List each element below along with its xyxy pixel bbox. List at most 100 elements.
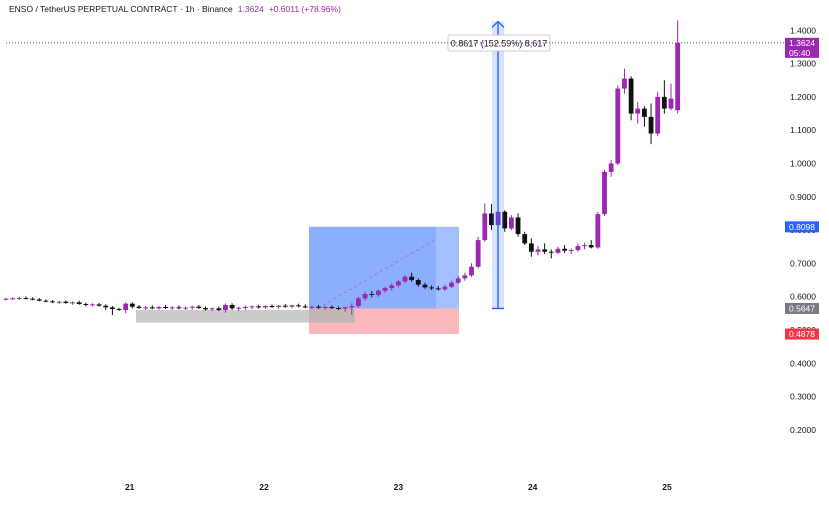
candle-body bbox=[36, 299, 42, 301]
measure-tool[interactable]: 0.8617 (152.59%) 8,617 bbox=[447, 20, 551, 310]
candle-body bbox=[575, 246, 581, 251]
candle-body bbox=[502, 211, 508, 229]
candle-body bbox=[555, 248, 561, 253]
candle-body bbox=[568, 250, 574, 252]
candle-body bbox=[648, 116, 654, 134]
symbol-title[interactable]: ENSO / TetherUS PERPETUAL CONTRACT · 1h … bbox=[9, 4, 341, 14]
candle-body bbox=[349, 306, 355, 308]
time-axis[interactable]: 21 22 23 24 25 bbox=[125, 482, 672, 492]
candle-body bbox=[622, 78, 627, 89]
candle-body bbox=[76, 302, 82, 305]
candle-body bbox=[661, 96, 667, 109]
time-tick-label: 22 bbox=[259, 482, 269, 492]
long-position-tool[interactable] bbox=[136, 226, 459, 335]
candle-body bbox=[528, 243, 534, 252]
target-tag-box bbox=[785, 221, 819, 233]
time-tick-label: 23 bbox=[394, 482, 404, 492]
chart-legend[interactable]: ENSO / TetherUS PERPETUAL CONTRACT · 1h … bbox=[9, 4, 341, 14]
price-tick-label: 0.6000 bbox=[790, 292, 816, 302]
candle-body bbox=[282, 305, 288, 307]
stop-tag-box bbox=[785, 328, 819, 340]
candle-body bbox=[455, 278, 461, 283]
candle-body bbox=[602, 171, 607, 215]
price-tick-label: 1.1000 bbox=[790, 125, 816, 135]
price-tag: 1.3624 05:40 bbox=[785, 37, 819, 58]
stop-price-value: 0.4878 bbox=[789, 329, 815, 339]
candle-body bbox=[236, 307, 242, 309]
candlestick-series bbox=[3, 20, 681, 316]
price-tick-label: 1.5000 bbox=[790, 0, 816, 2]
candle-body bbox=[422, 284, 428, 288]
price-tick-label: 0.3000 bbox=[790, 392, 816, 402]
candle-body bbox=[582, 245, 587, 247]
price-tag-box bbox=[785, 37, 819, 58]
candle-body bbox=[595, 214, 601, 248]
candle-body bbox=[615, 88, 621, 164]
candle-body bbox=[43, 300, 49, 302]
candle-body bbox=[482, 213, 488, 241]
candle-body bbox=[675, 42, 681, 111]
candle-body bbox=[296, 305, 301, 307]
candle-body bbox=[262, 306, 268, 308]
candle-body bbox=[382, 288, 388, 291]
time-tick-label: 24 bbox=[528, 482, 538, 492]
header-last-price: 1.3624 bbox=[238, 4, 264, 14]
header-change: +0.6011 (+78.96%) bbox=[269, 4, 341, 14]
candle-body bbox=[395, 281, 401, 286]
candle-body bbox=[376, 290, 381, 296]
candle-body bbox=[489, 213, 494, 226]
candle-body bbox=[522, 234, 528, 244]
candle-body bbox=[216, 308, 222, 311]
candle-body bbox=[462, 275, 468, 279]
price-tick-label: 1.3000 bbox=[790, 59, 816, 69]
candle-body bbox=[63, 301, 69, 304]
candle-body bbox=[548, 251, 554, 253]
candle-body bbox=[635, 108, 641, 114]
candle-body bbox=[163, 307, 168, 309]
candle-body bbox=[322, 307, 328, 309]
candle-body bbox=[588, 245, 594, 248]
candle-body bbox=[129, 303, 135, 307]
candle-body bbox=[16, 298, 22, 300]
candle-body bbox=[449, 282, 454, 287]
candle-body bbox=[642, 108, 647, 117]
candle-body bbox=[515, 217, 521, 235]
candle-body bbox=[329, 307, 335, 309]
candle-body bbox=[655, 96, 661, 134]
price-tick-label: 1.4000 bbox=[790, 25, 816, 35]
candle-body bbox=[409, 276, 415, 281]
candle-body bbox=[309, 306, 315, 308]
position-path-line bbox=[317, 237, 438, 309]
candle-body bbox=[176, 307, 182, 309]
candle-body bbox=[209, 308, 215, 310]
candle-body bbox=[342, 307, 348, 309]
candle-body bbox=[369, 294, 375, 296]
candle-body bbox=[90, 304, 95, 306]
entry-tag: 0.5647 bbox=[785, 302, 819, 314]
time-tick-label: 21 bbox=[125, 482, 135, 492]
candle-body bbox=[289, 305, 295, 307]
arrow-up-icon bbox=[491, 20, 505, 29]
target-tag: 0.8098 bbox=[785, 221, 819, 233]
candle-body bbox=[169, 307, 175, 309]
candle-body bbox=[116, 309, 122, 311]
candle-body bbox=[469, 266, 474, 276]
candle-body bbox=[149, 307, 155, 309]
stop-tag: 0.4878 bbox=[785, 328, 819, 340]
candle-body bbox=[442, 286, 448, 290]
candle-body bbox=[276, 305, 282, 308]
profit-zone-filled bbox=[309, 226, 436, 309]
candle-body bbox=[608, 163, 614, 172]
candle-body bbox=[96, 304, 102, 306]
candle-body bbox=[50, 301, 55, 303]
candle-body bbox=[143, 307, 149, 309]
candle-body bbox=[83, 304, 89, 306]
price-tick-label: 0.9000 bbox=[790, 192, 816, 202]
candle-body bbox=[110, 307, 115, 310]
price-tag-value: 1.3624 bbox=[789, 38, 815, 48]
entry-price-value: 0.5647 bbox=[789, 303, 815, 313]
candle-body bbox=[223, 305, 228, 311]
symbol-name: ENSO / TetherUS PERPETUAL CONTRACT · 1h … bbox=[9, 4, 233, 14]
